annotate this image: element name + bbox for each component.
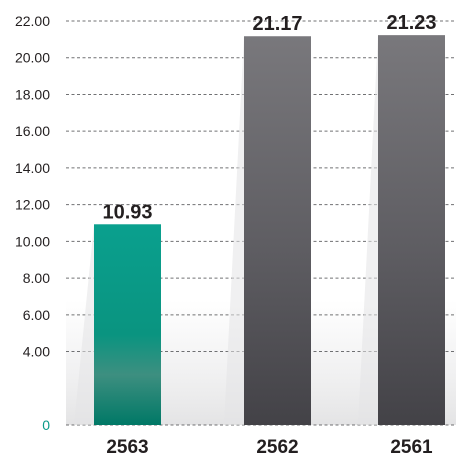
y-tick-label: 8.00	[23, 270, 50, 286]
y-tick-label: 20.00	[15, 50, 50, 66]
bar-perspective-shade	[74, 224, 94, 425]
y-tick-label: 6.00	[23, 307, 50, 323]
category-label: 2561	[390, 437, 433, 458]
y-tick-label: 12.00	[15, 197, 50, 213]
y-tick-label: 18.00	[15, 86, 50, 102]
y-axis-tick-labels: 0 4.00 6.00 8.00 10.00 12.00 14.00 16.00 18.00 20…	[15, 13, 50, 433]
category-label: 2562	[256, 437, 298, 458]
bar-perspective-shade	[358, 35, 378, 425]
y-tick-label: 10.00	[15, 233, 50, 249]
bar-2562	[244, 36, 311, 425]
bars	[74, 35, 445, 425]
bar-perspective-shade	[224, 36, 244, 425]
y-tick-label: 4.00	[23, 344, 50, 360]
y-tick-label: 16.00	[15, 123, 50, 139]
x-axis-category-labels: 2563 2562 2561	[106, 437, 433, 458]
value-label: 21.23	[386, 12, 436, 34]
value-label: 10.93	[102, 201, 152, 223]
bar-2563	[94, 224, 161, 425]
y-tick-label: 0	[42, 417, 50, 433]
bar-2561	[378, 35, 445, 425]
value-label: 21.17	[252, 13, 302, 35]
category-label: 2563	[106, 437, 148, 458]
y-tick-label: 14.00	[15, 160, 50, 176]
value-labels: 10.93 21.17 21.23	[102, 12, 436, 223]
y-tick-label: 22.00	[15, 13, 50, 29]
